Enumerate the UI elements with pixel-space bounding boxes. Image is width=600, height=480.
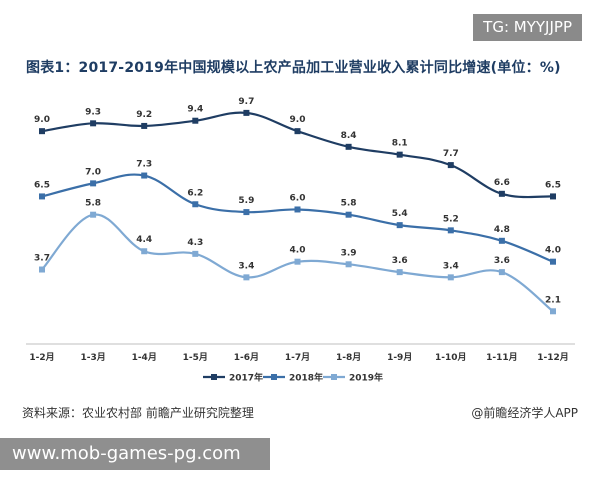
data-point [447, 274, 454, 281]
data-label: 8.1 [392, 139, 408, 149]
data-point [243, 274, 250, 281]
x-tick-label: 1-10月 [435, 352, 467, 363]
data-point [141, 172, 148, 179]
chart-title: 图表1：2017-2019年中国规模以上农产品加工业营业收入累计同比增速(单位：… [26, 60, 561, 76]
data-point [498, 190, 505, 197]
data-label: 8.4 [341, 131, 357, 141]
data-point [550, 258, 556, 265]
data-point [345, 261, 352, 268]
brand-credit: @前瞻经济学人APP [471, 406, 578, 420]
data-label: 6.5 [34, 180, 50, 190]
series-line-2017年 [41, 111, 554, 199]
data-point [447, 227, 454, 234]
data-point [39, 266, 45, 273]
data-label: 7.7 [443, 149, 459, 159]
data-point [550, 308, 556, 315]
legend-entry: 2019年 [349, 372, 383, 384]
watermark-top: TG: MYYJJPP [473, 14, 582, 41]
data-point [396, 151, 403, 158]
line-chart: 1-2月 1-3月 1-4月 1-5月 1-6月 1-7月 1-8月 1-9月 1-10月 1-1… [26, 97, 575, 384]
data-label: 4.3 [187, 238, 203, 248]
data-point [39, 128, 45, 135]
legend-marker [211, 374, 217, 380]
x-tick-label: 1-8月 [336, 352, 361, 363]
data-point [192, 117, 199, 124]
x-tick-label: 1-11月 [486, 352, 518, 363]
data-label: 6.6 [494, 178, 510, 188]
data-point [90, 180, 97, 187]
data-label: 5.4 [392, 209, 408, 219]
watermark-bottom: www.mob-games-pg.com [0, 438, 270, 470]
data-label: 9.4 [187, 105, 203, 115]
data-label: 3.4 [443, 261, 459, 271]
x-tick-label: 1-4月 [132, 352, 157, 363]
data-label: 6.5 [545, 180, 561, 190]
x-tick-label: 1-12月 [537, 352, 569, 363]
data-point [192, 201, 199, 208]
data-point [90, 120, 97, 127]
data-label: 3.6 [494, 256, 510, 266]
data-point [294, 258, 301, 265]
data-label: 9.3 [85, 107, 101, 117]
data-point [90, 211, 97, 218]
data-label: 4.0 [290, 246, 306, 256]
data-point [294, 128, 301, 135]
data-point [396, 269, 403, 276]
data-label: 3.7 [34, 254, 50, 264]
source-note: 资料来源：农业农村部 前瞻产业研究院整理 [22, 406, 254, 420]
data-label: 3.6 [392, 256, 408, 266]
data-label: 3.4 [238, 261, 254, 271]
data-label: 5.2 [443, 214, 459, 224]
data-label: 5.9 [238, 196, 254, 206]
data-label: 9.7 [238, 97, 254, 107]
data-label: 9.0 [290, 115, 306, 125]
data-point [294, 206, 301, 213]
legend-entry: 2018年 [289, 372, 323, 384]
data-label: 2.1 [545, 295, 561, 305]
x-tick-label: 1-2月 [29, 352, 54, 363]
data-point [39, 193, 45, 200]
data-point [498, 237, 505, 244]
x-tick-label: 1-9月 [387, 352, 412, 363]
x-tick-label: 1-7月 [285, 352, 310, 363]
data-label: 3.9 [341, 248, 357, 258]
data-label: 7.3 [136, 160, 152, 170]
legend-entry: 2017年 [229, 372, 263, 384]
x-tick-label: 1-3月 [80, 352, 105, 363]
data-point [141, 248, 148, 255]
data-point [243, 209, 250, 216]
data-label: 6.0 [290, 193, 306, 203]
data-point [345, 211, 352, 218]
data-label: 5.8 [341, 199, 357, 209]
data-label: 9.0 [34, 115, 50, 125]
data-label: 6.2 [187, 188, 203, 198]
data-label: 4.8 [494, 225, 510, 235]
data-point [396, 222, 403, 229]
data-label: 4.0 [545, 246, 561, 256]
data-point [141, 122, 148, 129]
data-label: 9.2 [136, 110, 152, 120]
data-point [498, 269, 505, 276]
data-point [447, 162, 454, 169]
data-label: 5.8 [85, 199, 101, 209]
x-tick-label: 1-6月 [234, 352, 259, 363]
data-label: 7.0 [85, 167, 101, 177]
legend-marker [331, 374, 337, 380]
data-label: 4.4 [136, 235, 152, 245]
data-point [243, 109, 250, 116]
data-point [345, 143, 352, 150]
data-point [550, 193, 556, 200]
data-point [192, 250, 199, 257]
x-tick-label: 1-5月 [183, 352, 208, 363]
legend-marker [271, 374, 277, 380]
